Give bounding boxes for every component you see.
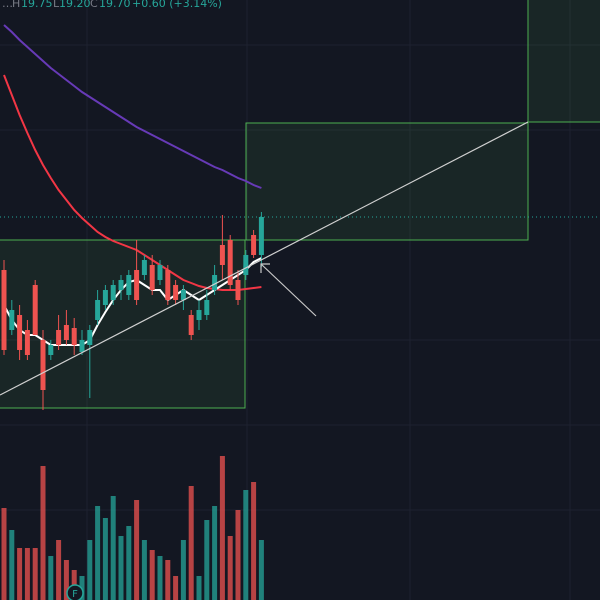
candle-body [149,265,155,290]
candle-body [173,285,179,300]
candle-body [235,280,241,300]
volume-bar [110,496,116,600]
volume-bar [219,456,225,600]
volume-bar [212,506,218,600]
candle-body [48,345,54,355]
volume-bar [204,520,210,600]
value: 19.20 [59,0,91,10]
volume-bar [157,556,163,600]
candle-body [180,290,186,300]
volume-bar [48,556,54,600]
volume-bar [134,500,140,600]
candle-body [251,235,257,255]
volume-bar [196,576,202,600]
moving-average [3,24,262,189]
candle-body [243,255,249,275]
candle-body [71,328,77,345]
moving-average [3,257,262,346]
volume-bar [126,526,132,600]
candle-body [204,300,210,315]
candle-body [227,240,233,285]
arrow-line [260,263,317,317]
volume-bar [9,530,15,600]
marker-label: F [72,589,78,600]
volume-bar [180,540,186,600]
label: C [90,0,98,10]
event-marker[interactable]: F [66,584,84,600]
value: 19.70 [99,0,131,10]
candle-body [1,270,7,350]
volume-bar [258,540,264,600]
candle-body [258,217,264,255]
volume-bar [243,490,249,600]
candle-body [219,245,225,265]
volume-bar [227,536,233,600]
volume-bar [87,540,93,600]
value: 19.75 [21,0,53,10]
volume-bar [235,510,241,600]
volume-bar [102,518,108,600]
position-box[interactable] [527,0,600,123]
volume-bar [56,540,62,600]
candle-body [24,330,30,355]
candle-body [95,300,101,320]
candle-body [126,275,132,295]
arrow[interactable] [260,263,317,317]
volume-bar [251,482,257,600]
candle-body [212,275,218,290]
candle-body [110,285,116,300]
volume-bar [188,486,194,600]
candle-body [102,290,108,305]
volume-bar [173,576,179,600]
candle-body [40,340,46,390]
volume-bar [17,548,23,600]
volume-bar [149,550,155,600]
candle-body [196,310,202,320]
candle-body [141,260,147,275]
change: +0.60 (+3.14%) [132,0,222,10]
candle-body [118,280,124,290]
volume-bar [118,536,124,600]
candle-body [87,330,93,345]
label: H [12,0,20,10]
candle-body [56,330,62,345]
volume-bar [165,560,171,600]
candle-body [63,325,69,340]
label: … [2,0,13,10]
candle-body [79,340,85,352]
candle-body [165,270,171,300]
volume-bar [1,508,7,600]
volume-bar [63,560,69,600]
candle-body [134,270,140,300]
candle-body [157,265,163,280]
position-box[interactable] [245,122,529,241]
candle-body [17,315,23,350]
candle-body [32,285,38,335]
trend-line[interactable] [0,121,529,396]
moving-average [3,74,262,291]
volume-bar [24,548,30,600]
volume-bar [141,540,147,600]
candle-body [9,310,15,330]
label: L [53,0,60,10]
header: … H 19.75 L 19.20 C 19.70 +0.60 (+3.14%) [2,0,222,10]
marker-circle [66,584,84,600]
volume-bar [32,548,38,600]
volume-bar [40,466,46,600]
volume-bar [95,506,101,600]
candle-body [188,315,194,335]
arrow-head [260,263,270,273]
